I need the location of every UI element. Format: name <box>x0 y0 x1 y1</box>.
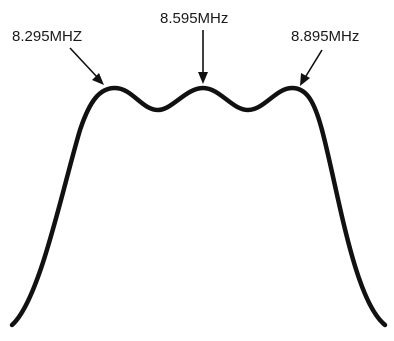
left-peak-arrow <box>69 47 104 85</box>
left-peak-label: 8.295MHZ <box>12 28 82 45</box>
right-peak-label: 8.895MHz <box>291 28 359 45</box>
center-peak-label: 8.595MHz <box>160 10 228 27</box>
response-curve <box>9 85 388 328</box>
center-peak-arrow <box>198 30 208 84</box>
right-peak-arrow <box>300 49 323 86</box>
